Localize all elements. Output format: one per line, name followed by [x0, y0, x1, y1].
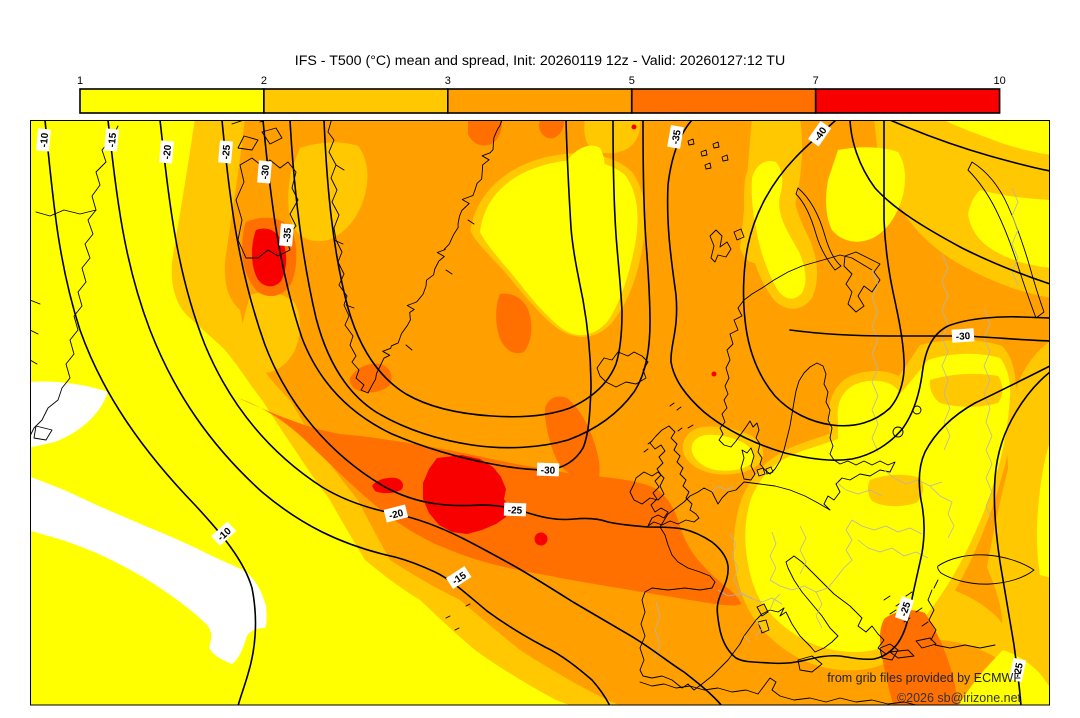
svg-text:from grib files provided by EC: from grib files provided by ECMWF — [827, 671, 1021, 685]
svg-text:3: 3 — [445, 75, 451, 87]
svg-text:-10: -10 — [39, 132, 51, 148]
svg-text:-35: -35 — [282, 227, 294, 243]
svg-text:-15: -15 — [107, 132, 119, 148]
svg-text:10: 10 — [993, 75, 1005, 87]
svg-text:5: 5 — [629, 75, 635, 87]
svg-text:-20: -20 — [388, 508, 405, 522]
svg-text:-25: -25 — [221, 144, 233, 160]
svg-text:1: 1 — [77, 75, 83, 87]
svg-text:-25: -25 — [898, 600, 913, 618]
svg-text:-30: -30 — [541, 465, 556, 477]
svg-text:-35: -35 — [670, 129, 683, 146]
svg-text:7: 7 — [813, 75, 819, 87]
svg-text:©2026 sb@irizone.net: ©2026 sb@irizone.net — [897, 691, 1022, 705]
svg-text:-30: -30 — [955, 331, 971, 343]
svg-text:IFS - T500 (°C) mean and sprea: IFS - T500 (°C) mean and spread, Init: 2… — [295, 53, 785, 69]
svg-text:-25: -25 — [508, 505, 523, 517]
svg-text:-30: -30 — [260, 164, 272, 180]
svg-text:2: 2 — [261, 75, 267, 87]
svg-text:-25: -25 — [1012, 662, 1026, 679]
svg-text:-20: -20 — [162, 144, 174, 160]
